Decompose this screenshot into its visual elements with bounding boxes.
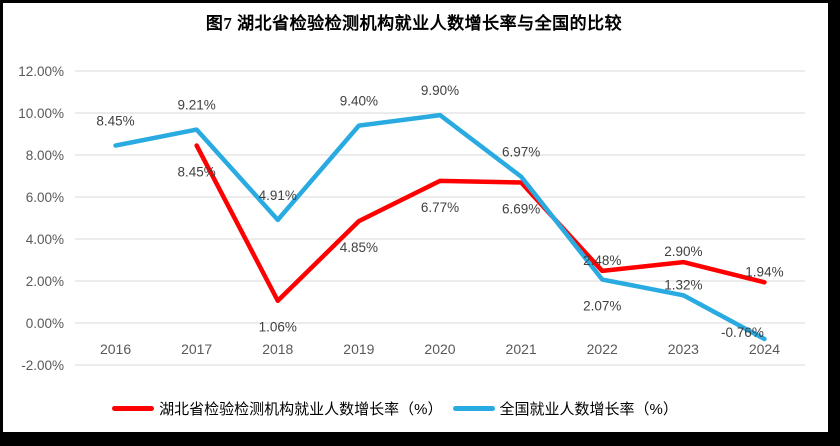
svg-text:2017: 2017 — [181, 341, 212, 357]
svg-text:2022: 2022 — [587, 341, 618, 357]
legend-label-national: 全国就业人数增长率（%） — [499, 400, 678, 418]
window-border-right — [828, 0, 840, 446]
svg-text:6.69%: 6.69% — [502, 202, 540, 217]
svg-text:8.45%: 8.45% — [96, 114, 134, 129]
svg-text:-0.76%: -0.76% — [721, 325, 764, 340]
svg-text:2019: 2019 — [343, 341, 374, 357]
svg-text:-2.00%: -2.00% — [21, 358, 64, 373]
svg-text:2018: 2018 — [262, 341, 293, 357]
svg-text:4.00%: 4.00% — [26, 232, 64, 247]
legend-item-national: 全国就业人数增长率（%） — [452, 398, 678, 419]
svg-text:2.00%: 2.00% — [26, 274, 64, 289]
svg-text:9.21%: 9.21% — [178, 98, 216, 113]
svg-text:8.00%: 8.00% — [26, 148, 64, 163]
svg-text:2016: 2016 — [100, 341, 131, 357]
svg-text:0.00%: 0.00% — [26, 316, 64, 331]
chart-title: 图7 湖北省检验检测机构就业人数增长率与全国的比较 — [205, 14, 623, 33]
svg-text:6.97%: 6.97% — [502, 145, 540, 160]
svg-text:9.90%: 9.90% — [421, 83, 459, 98]
svg-text:4.91%: 4.91% — [259, 188, 297, 203]
svg-text:4.85%: 4.85% — [340, 240, 378, 255]
legend-red-line-icon — [112, 405, 155, 411]
legend-label-hubei: 湖北省检验检测机构就业人数增长率（%） — [159, 400, 443, 418]
svg-text:6.77%: 6.77% — [421, 200, 459, 215]
legend-item-hubei: 湖北省检验检测机构就业人数增长率（%） — [112, 398, 443, 419]
svg-text:10.00%: 10.00% — [18, 106, 64, 121]
window-border-bottom — [0, 432, 840, 446]
svg-text:6.00%: 6.00% — [26, 190, 64, 205]
svg-text:2020: 2020 — [424, 341, 455, 357]
svg-text:1.32%: 1.32% — [664, 277, 702, 292]
svg-text:2021: 2021 — [506, 341, 537, 357]
svg-text:2.48%: 2.48% — [583, 253, 621, 268]
svg-text:2.07%: 2.07% — [583, 299, 621, 314]
svg-text:2024: 2024 — [749, 341, 780, 357]
svg-text:9.40%: 9.40% — [340, 94, 378, 109]
svg-text:2023: 2023 — [668, 341, 699, 357]
svg-text:12.00%: 12.00% — [18, 64, 64, 79]
window-border-top — [0, 0, 840, 3]
svg-text:1.94%: 1.94% — [745, 264, 783, 279]
legend-blue-line-icon — [452, 405, 495, 411]
svg-text:2.90%: 2.90% — [664, 244, 702, 259]
svg-text:1.06%: 1.06% — [259, 320, 297, 335]
svg-text:8.45%: 8.45% — [178, 165, 216, 180]
window-border-left — [0, 0, 3, 446]
legend: 湖北省检验检测机构就业人数增长率（%） 全国就业人数增长率（%） — [0, 396, 790, 420]
